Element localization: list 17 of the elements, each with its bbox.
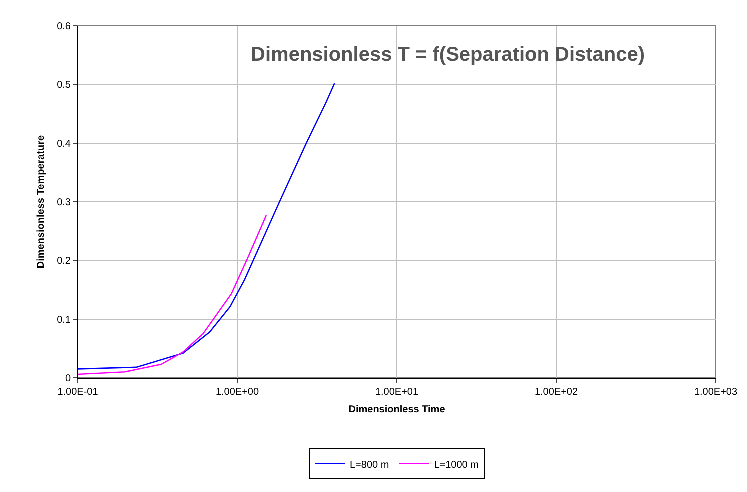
x-tick-label: 1.00E+03: [694, 387, 738, 398]
legend-label: L=800 m: [350, 460, 390, 471]
x-tick-label: 1.00E+02: [534, 387, 578, 398]
y-tick-label: 0.2: [57, 256, 72, 268]
y-tick-label: 0.3: [57, 198, 72, 208]
text: Dimensionless T = f(Separation Distance): [251, 44, 646, 66]
legend-label: L=1000 m: [434, 460, 479, 471]
y-tick-label: 0.5: [57, 80, 72, 92]
x-tick-label: 1.00E+01: [375, 387, 419, 398]
y-tick-label: 0.6: [57, 22, 72, 32]
x-tick-label: 1.00E+00: [216, 387, 260, 398]
y-axis-title: Dimensionless Temperature: [36, 134, 48, 269]
y-tick-label: 0.1: [57, 314, 72, 326]
x-tick-label: 1.00E-01: [58, 387, 99, 398]
x-axis-title: Dimensionless Time: [348, 404, 446, 416]
y-tick-label: 0: [65, 374, 72, 384]
y-tick-label: 0.4: [57, 138, 72, 150]
